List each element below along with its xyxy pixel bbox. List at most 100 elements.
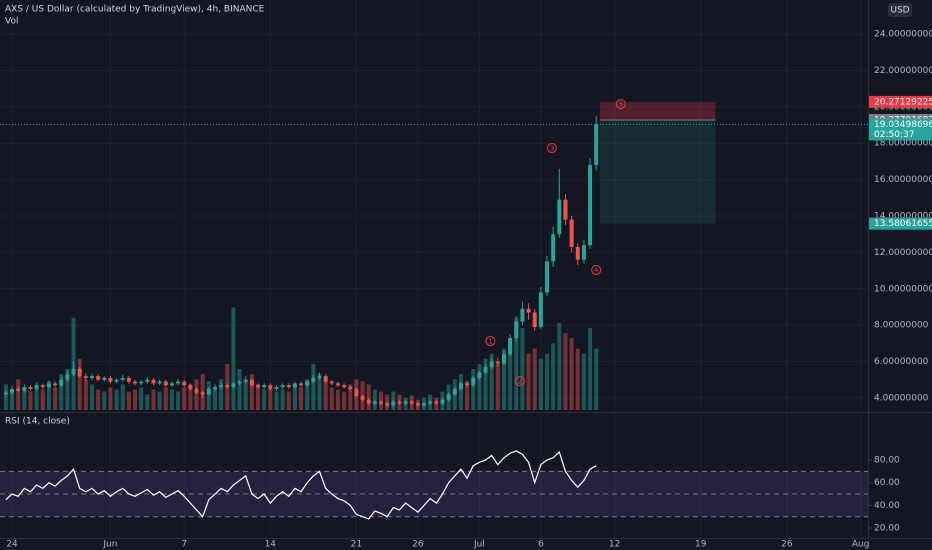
y-tick-label: 6.00000000	[874, 357, 929, 367]
volume-bar	[151, 389, 156, 410]
currency-button[interactable]	[888, 3, 912, 17]
candle-body	[366, 399, 371, 404]
candle-body	[458, 383, 463, 389]
volume-bar	[157, 391, 162, 410]
candle-body	[102, 377, 107, 380]
candle-body	[34, 385, 39, 389]
volume-bar	[280, 389, 285, 410]
volume-bar	[182, 387, 187, 410]
volume-bar	[292, 384, 297, 410]
volume-bar	[594, 348, 599, 410]
volume-bar	[126, 391, 131, 410]
candle-body	[96, 376, 101, 380]
volume-bar	[372, 389, 377, 410]
volume-bar	[3, 384, 8, 410]
x-tick-label: 12	[609, 540, 620, 550]
rsi-line	[5, 450, 597, 520]
candle-body	[323, 376, 328, 382]
volume-bar	[77, 358, 82, 410]
volume-bar	[286, 391, 291, 410]
candle-body	[176, 381, 181, 384]
candle-body	[508, 337, 513, 355]
candle-body	[446, 394, 451, 400]
volume-bar	[16, 379, 21, 410]
x-tick-label: 19	[695, 540, 707, 550]
volume-bar	[323, 381, 328, 410]
annotation-circle	[591, 265, 602, 276]
annotation-circle	[546, 142, 557, 153]
volume-bar	[458, 374, 463, 410]
candle-body	[397, 401, 402, 404]
candle-body	[46, 383, 51, 388]
candle-body	[139, 381, 144, 384]
price-tag-label: 20.27129225	[874, 97, 932, 107]
candle-body	[212, 387, 217, 389]
candle-body	[415, 403, 420, 406]
volume-bar	[10, 389, 15, 410]
volume-bar	[40, 389, 45, 410]
volume-bar	[305, 379, 310, 410]
x-tick-label: 6	[538, 540, 544, 550]
x-tick-label: Aug	[852, 540, 870, 550]
volume-bar	[329, 387, 334, 410]
candle-body	[22, 387, 27, 391]
volume-bar	[545, 353, 550, 410]
candle-body	[483, 367, 488, 373]
volume-bar	[83, 379, 88, 410]
annotation-label: 5	[619, 101, 623, 109]
y-tick-label: 22.00000000	[874, 66, 932, 76]
x-tick-label: 26	[781, 540, 793, 550]
candle-body	[108, 377, 113, 382]
candle-body	[133, 381, 138, 384]
position-stop-zone	[599, 101, 716, 120]
volume-bar	[317, 374, 322, 410]
annotation-label: 3	[550, 144, 554, 152]
volume-bar	[514, 317, 519, 410]
volume-bar	[256, 384, 261, 410]
candle-body	[237, 381, 242, 384]
candle-body	[157, 381, 162, 384]
x-tick-label: 26	[412, 540, 424, 550]
candle-body	[114, 379, 119, 382]
rsi-title: RSI (14, close)	[5, 417, 70, 427]
volume-bar	[34, 384, 39, 410]
volume-bar	[495, 363, 500, 410]
candle-body	[151, 379, 156, 384]
volume-bar	[53, 387, 58, 410]
candle-body	[594, 124, 599, 166]
candle-body	[163, 381, 168, 386]
candle-body	[348, 387, 353, 389]
candle-body	[120, 377, 125, 380]
candle-body	[385, 403, 390, 406]
volume-bar	[551, 343, 556, 410]
candle-body	[409, 401, 414, 404]
candle-body	[452, 388, 457, 395]
volume-bar	[102, 391, 107, 410]
volume-bar	[133, 389, 138, 410]
chart-title: AXS / US Dollar (calculated by TradingVi…	[5, 5, 265, 15]
candle-body	[262, 385, 267, 388]
position-target-zone	[599, 119, 716, 224]
annotation-label: 1	[488, 338, 492, 346]
candle-body	[182, 381, 187, 386]
rsi-tick-label: 20.00	[874, 524, 900, 534]
candle-body	[16, 388, 21, 391]
y-tick-label: 12.00000000	[874, 248, 932, 258]
annotation-circle	[615, 99, 626, 110]
y-tick-label: 14.00000000	[874, 212, 932, 222]
annotation-label: 2	[518, 378, 522, 386]
volume-bar	[532, 348, 537, 410]
candle-body	[268, 385, 273, 389]
currency-button-label[interactable]: USD	[890, 6, 909, 16]
candle-body	[231, 383, 236, 388]
candle-body	[317, 376, 322, 378]
candle-body	[538, 292, 543, 328]
candle-body	[126, 377, 131, 382]
volume-bar	[483, 358, 488, 410]
price-tag-label: 13.58061655	[874, 219, 932, 229]
candle-body	[563, 199, 568, 220]
x-tick-label: Jul	[473, 540, 485, 550]
volume-bar	[489, 353, 494, 410]
candle-body	[477, 372, 482, 378]
